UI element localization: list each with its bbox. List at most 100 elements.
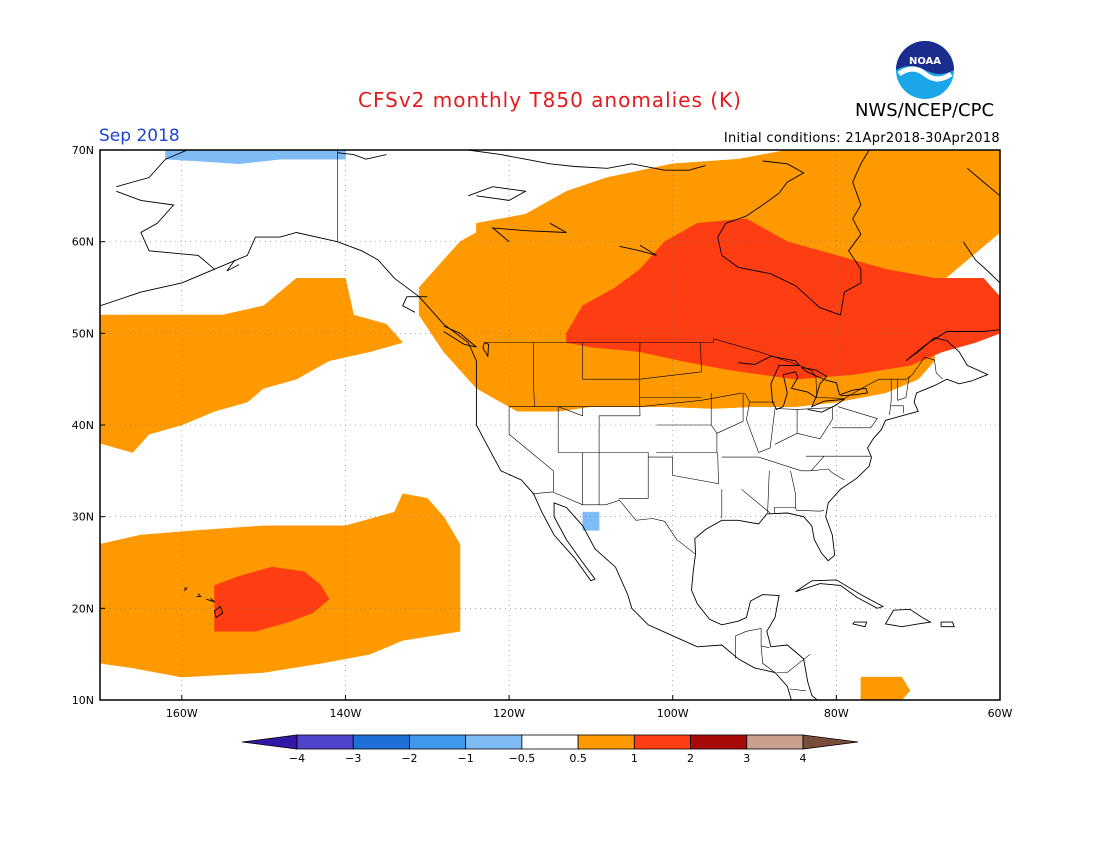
organization-label: NWS/NCEP/CPC xyxy=(854,100,995,121)
svg-text:NOAA: NOAA xyxy=(909,56,941,67)
coastline-25 xyxy=(619,244,657,256)
coastline-9 xyxy=(884,608,932,628)
border-23 xyxy=(832,406,878,429)
coastline-0 xyxy=(116,150,189,188)
colorbar-cell-4 xyxy=(521,734,579,750)
border-1 xyxy=(484,338,943,399)
colorbar-cell-0 xyxy=(296,734,354,750)
colorbar-cell-8 xyxy=(746,734,804,750)
lat-label-20N: 20N xyxy=(72,602,94,615)
border-6 xyxy=(582,342,641,380)
colorbar-label: −0.5 xyxy=(509,752,536,765)
lat-label-70N: 70N xyxy=(72,144,94,157)
coastline-22 xyxy=(482,342,490,358)
border-28 xyxy=(795,507,825,512)
border-32 xyxy=(891,405,904,414)
initial-conditions: Initial conditions: 21Apr2018-30Apr2018 xyxy=(723,131,1000,146)
coastline-4 xyxy=(691,241,1000,700)
border-39 xyxy=(855,712,859,719)
border-25 xyxy=(741,488,771,514)
border-30 xyxy=(810,455,825,472)
lat-label-50N: 50N xyxy=(72,327,94,340)
colorbar-label: −4 xyxy=(289,752,305,765)
colorbar: −4 −3 −2 −1 −0.5 0.5 1 2 3 4 xyxy=(241,734,859,765)
lon-label-60W: 60W xyxy=(988,707,1013,720)
coastline-15 xyxy=(196,593,202,597)
coastline-19 xyxy=(226,259,240,272)
coastline-23 xyxy=(491,222,567,243)
coastline-7 xyxy=(443,150,706,171)
colorbar-label: −2 xyxy=(401,752,417,765)
colorbar-label: 1 xyxy=(631,752,638,765)
coastline-12 xyxy=(940,621,955,628)
coastline-2 xyxy=(100,190,216,307)
lon-label-160W: 160W xyxy=(166,707,198,720)
colorbar-cell-5 xyxy=(577,734,635,750)
lat-label-30N: 30N xyxy=(72,511,94,524)
border-20 xyxy=(746,402,776,453)
border-33 xyxy=(897,376,910,401)
coastline-16 xyxy=(183,587,188,592)
state-borders xyxy=(336,150,943,719)
anomaly-hawaii-core xyxy=(214,566,330,632)
coastline-21 xyxy=(800,366,869,398)
anomaly-north-pacific xyxy=(100,278,404,453)
border-14 xyxy=(656,424,718,453)
forecast-period: Sep 2018 xyxy=(99,126,180,146)
border-2 xyxy=(532,491,696,555)
border-15 xyxy=(648,452,719,485)
border-38 xyxy=(813,704,816,718)
coastline-17 xyxy=(402,296,428,313)
border-27 xyxy=(773,470,796,514)
colorbar-label: −1 xyxy=(458,752,474,765)
border-8 xyxy=(558,406,584,417)
border-31 xyxy=(889,379,892,415)
coastline-3 xyxy=(214,232,793,700)
border-37 xyxy=(789,688,807,692)
coastline-10 xyxy=(795,579,885,609)
lat-label-60N: 60N xyxy=(72,236,94,249)
coastline-14 xyxy=(206,597,215,603)
coastlines xyxy=(100,150,1000,700)
border-11 xyxy=(639,342,702,380)
border-4 xyxy=(508,406,554,492)
coastline-6 xyxy=(717,150,870,316)
border-18 xyxy=(716,392,744,434)
anomaly-caribbean xyxy=(860,676,911,700)
colorbar-label: 2 xyxy=(687,752,694,765)
coastline-20 xyxy=(738,355,845,413)
colorbar-label: 3 xyxy=(743,752,750,765)
colorbar-cell-6 xyxy=(633,734,691,750)
border-35 xyxy=(760,645,776,673)
noaa-logo: NOAA xyxy=(896,41,954,99)
colorbar-cell-min xyxy=(241,734,298,750)
colorbar-label: 0.5 xyxy=(569,752,587,765)
coastline-11 xyxy=(852,621,868,628)
lon-label-100W: 100W xyxy=(657,707,689,720)
border-34 xyxy=(735,628,770,659)
colorbar-cell-3 xyxy=(465,734,523,750)
border-9 xyxy=(557,406,600,505)
border-36 xyxy=(776,653,811,673)
border-17 xyxy=(721,456,811,472)
colorbar-cell-7 xyxy=(690,734,748,750)
colorbar-label: −3 xyxy=(345,752,361,765)
lon-label-80W: 80W xyxy=(824,707,849,720)
border-29 xyxy=(810,468,845,481)
lon-label-140W: 140W xyxy=(330,707,362,720)
chart-title: CFSv2 monthly T850 anomalies (K) xyxy=(358,88,742,112)
colorbar-cell-2 xyxy=(409,734,467,750)
lon-label-120W: 120W xyxy=(493,707,525,720)
lat-label-10N: 10N xyxy=(72,694,94,707)
coastline-18 xyxy=(443,325,477,348)
coastline-1 xyxy=(331,150,338,151)
coastline-24 xyxy=(468,186,527,201)
anomaly-neg-alaska xyxy=(165,150,346,165)
colorbar-cell-max xyxy=(802,734,859,750)
axis-labels: 70N 60N 50N 40N 30N 20N 10N 160W 140W 120W 100W 80W… xyxy=(72,144,1013,720)
border-5 xyxy=(533,342,535,407)
lat-label-40N: 40N xyxy=(72,419,94,432)
colorbar-label: 4 xyxy=(800,752,807,765)
colorbar-cell-1 xyxy=(352,734,410,750)
